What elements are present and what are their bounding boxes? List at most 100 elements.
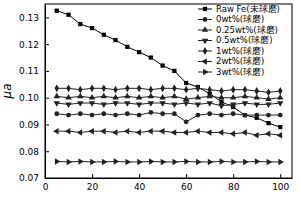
legend-label: 2wt%(球磨) <box>216 56 264 66</box>
chart: 0204060801000.070.080.090.100.110.120.13… <box>0 0 300 200</box>
data-point <box>196 159 202 165</box>
data-point <box>172 111 177 116</box>
data-point <box>219 113 224 118</box>
data-point <box>102 159 108 165</box>
data-point <box>207 86 212 94</box>
data-point <box>148 101 154 107</box>
data-point <box>89 101 95 107</box>
axis-line <box>45 5 46 179</box>
data-point <box>220 158 226 164</box>
data-point <box>137 84 142 92</box>
data-point <box>54 111 59 116</box>
data-point <box>196 113 201 118</box>
tick-label: 80 <box>228 182 240 192</box>
data-point <box>102 84 107 92</box>
data-point <box>254 113 259 118</box>
data-point <box>265 131 271 137</box>
tick: 60 <box>181 174 193 192</box>
data-point <box>90 84 95 92</box>
data-point <box>124 101 130 107</box>
legend-marker <box>201 58 207 64</box>
tick-mark <box>45 124 49 125</box>
tick: 0.10 <box>19 93 49 103</box>
data-point <box>100 128 106 134</box>
data-point <box>65 94 71 100</box>
tick: 0.12 <box>19 40 49 50</box>
data-point <box>77 129 83 135</box>
data-point <box>230 94 236 100</box>
y-axis: 0.070.080.090.100.110.120.13 <box>19 5 49 184</box>
tick-label: 40 <box>134 182 146 192</box>
data-point <box>102 33 106 37</box>
data-point <box>183 95 189 101</box>
tick: 0.07 <box>19 173 49 183</box>
data-point <box>171 129 177 135</box>
data-point <box>277 132 283 138</box>
data-point <box>125 84 130 92</box>
tick: 100 <box>272 174 289 192</box>
data-point <box>55 9 59 13</box>
data-point <box>243 86 248 94</box>
legend-label: 3wt%(球磨) <box>216 67 264 77</box>
tick: 20 <box>87 174 99 192</box>
data-point <box>113 38 117 42</box>
data-point <box>266 121 270 125</box>
data-point <box>231 111 236 116</box>
data-point <box>207 111 212 116</box>
data-point <box>54 84 59 92</box>
data-point <box>149 55 153 59</box>
data-point <box>195 94 201 100</box>
data-point <box>254 87 259 95</box>
data-point <box>65 128 71 134</box>
data-point <box>231 159 237 165</box>
data-point <box>194 128 200 134</box>
tick-label: 60 <box>181 182 193 192</box>
data-point <box>78 111 83 116</box>
legend-label: 1wt%(球磨) <box>216 46 264 56</box>
data-point <box>160 84 165 92</box>
data-point <box>231 86 236 94</box>
data-point <box>243 113 248 118</box>
tick-mark <box>45 44 49 45</box>
data-point <box>101 93 107 99</box>
data-point <box>253 132 259 138</box>
data-point <box>88 128 94 134</box>
tick-mark <box>45 178 49 179</box>
tick: 80 <box>228 174 240 192</box>
legend-label: 0wt%(球磨) <box>216 14 264 24</box>
data-point <box>196 84 201 92</box>
data-point <box>206 129 212 135</box>
data-point <box>241 129 247 135</box>
tick-label: 0.10 <box>19 93 39 103</box>
data-point <box>278 125 282 129</box>
data-point <box>243 159 249 165</box>
tick-mark <box>186 174 187 178</box>
data-point <box>149 86 154 94</box>
data-point <box>112 129 118 135</box>
tick-label: 0.13 <box>19 13 39 23</box>
legend-marker <box>202 39 208 45</box>
data-point <box>125 159 131 165</box>
axis-line <box>46 178 293 179</box>
data-point <box>90 159 96 165</box>
data-point <box>67 159 73 165</box>
data-point <box>159 101 165 107</box>
data-point <box>90 26 94 30</box>
data-point <box>54 93 60 99</box>
tick-mark <box>45 71 49 72</box>
tick-label: 0.11 <box>19 66 39 76</box>
data-point <box>182 129 188 135</box>
tick-mark <box>139 174 140 178</box>
legend: Raw Fe(未球磨)0wt%(球磨)0.25wt%(球磨)0.5wt%(球磨)… <box>198 4 280 77</box>
tick-label: 0 <box>43 182 49 192</box>
y-axis-title: μa <box>0 84 14 100</box>
data-point <box>173 159 179 165</box>
data-point <box>137 159 143 165</box>
data-point <box>171 93 177 99</box>
data-point <box>66 13 70 17</box>
data-point <box>137 113 142 118</box>
data-point <box>101 111 106 116</box>
tick: 40 <box>134 174 146 192</box>
tick-mark <box>280 174 281 178</box>
data-point <box>278 113 283 118</box>
